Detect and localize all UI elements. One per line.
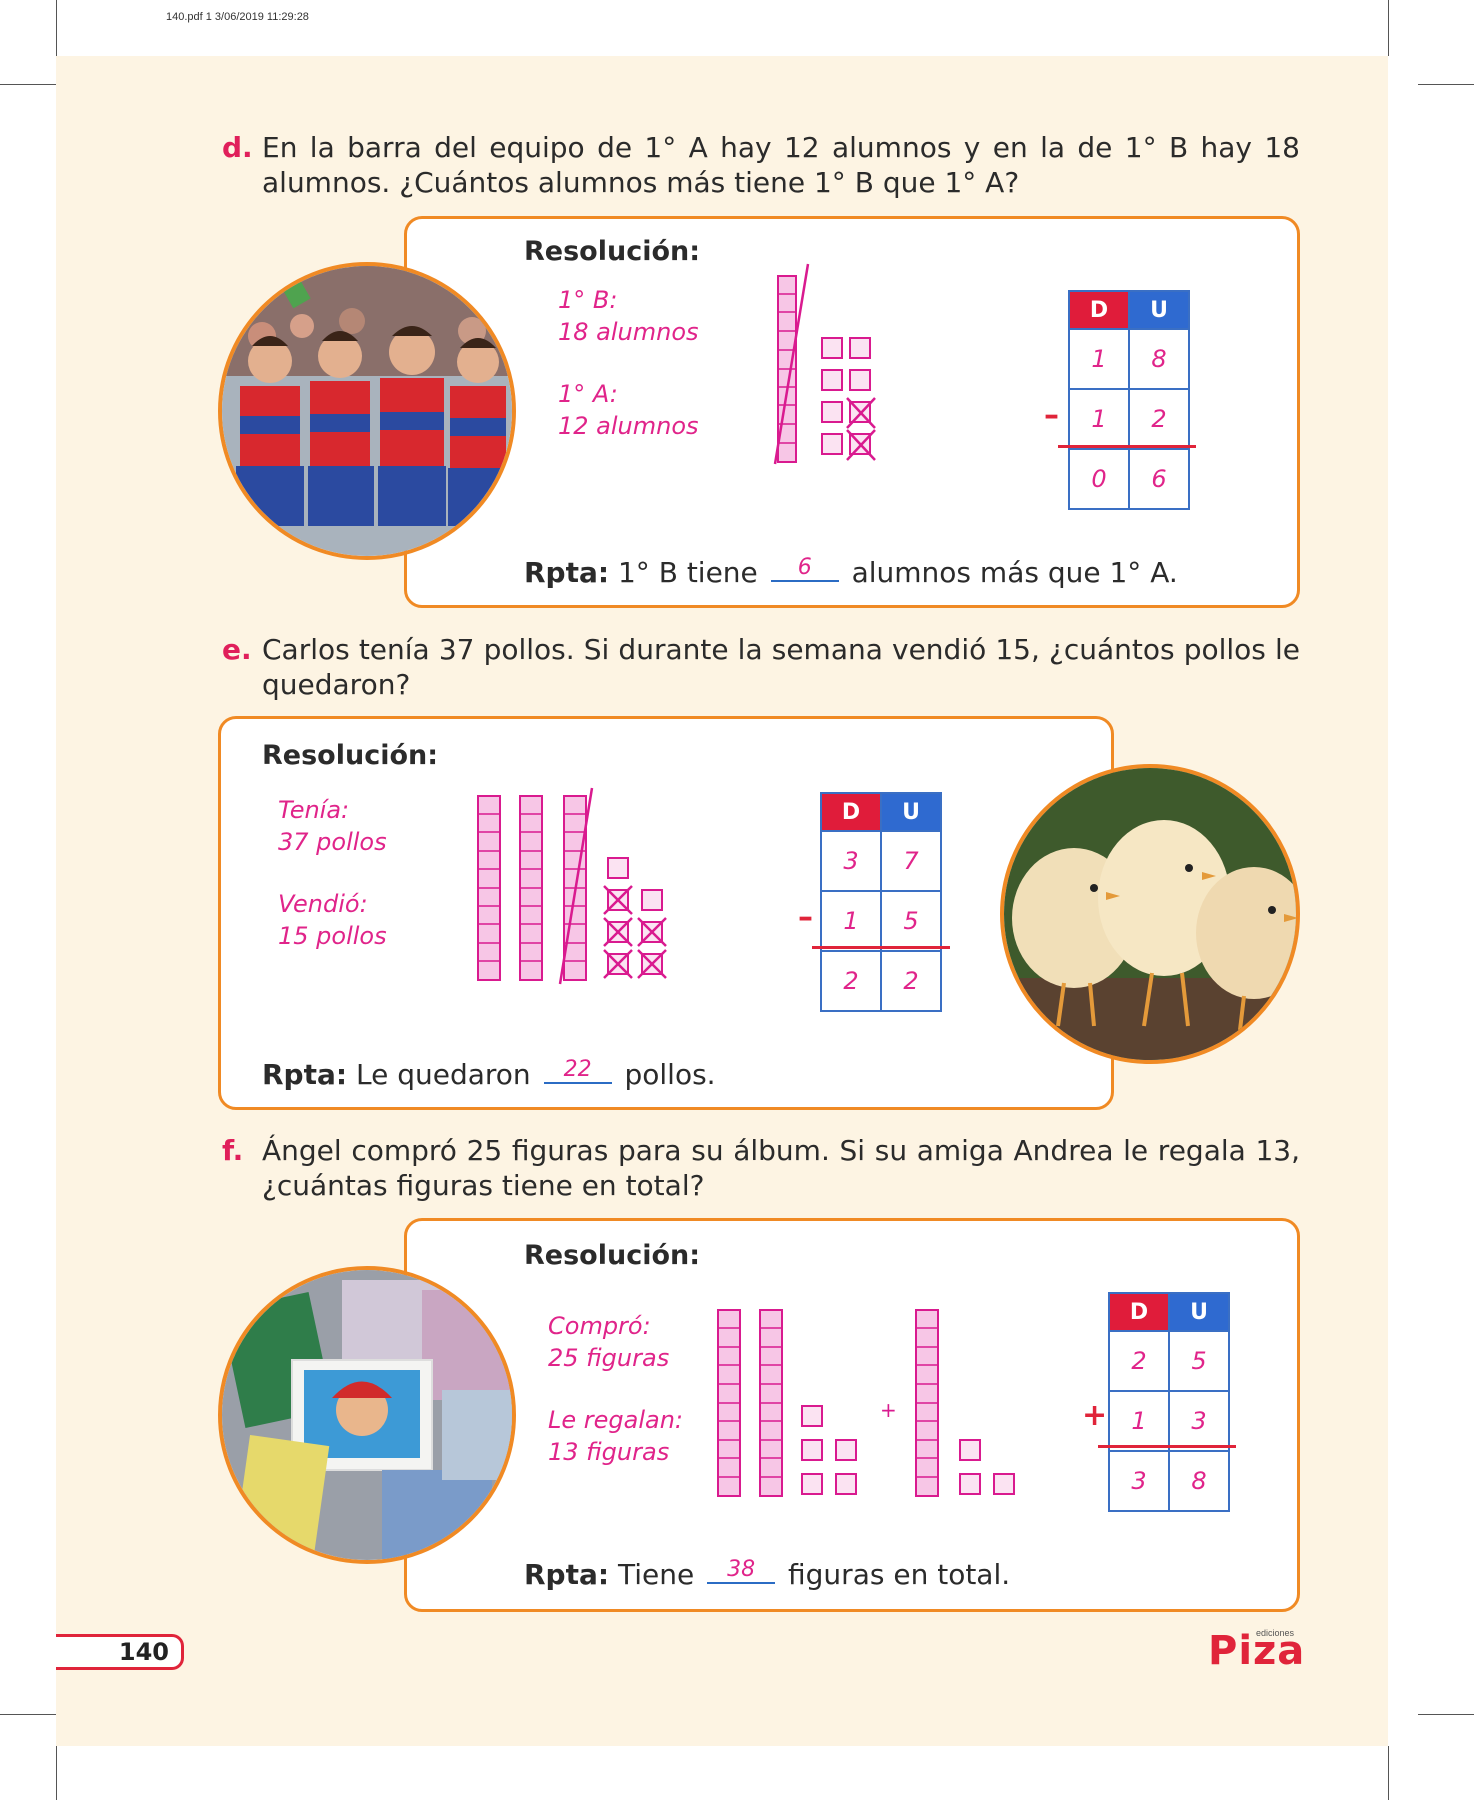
answer-blank: 6 [770,556,839,582]
table-cell: 1 [1108,1390,1170,1452]
table-cell: 2 [880,950,942,1012]
table-cell: 2 [1108,1330,1170,1392]
crop-mark [0,1714,56,1715]
data-line: Compró: [548,1312,651,1340]
data-line: Tenía: [278,796,350,824]
problem-f: f. Ángel compró 25 figuras para su álbum… [222,1133,1300,1203]
children-photo [218,262,516,560]
crop-mark [1388,1746,1389,1800]
tens-header: D [1108,1292,1170,1332]
resolution-box-e [218,716,1114,1110]
problem-e: e. Carlos tenía 37 pollos. Si durante la… [222,632,1300,702]
answer-label: Rpta: [262,1058,348,1091]
stickers-photo [218,1266,516,1564]
data-line: 1° A: [558,380,618,408]
tens-header: D [1068,290,1130,330]
table-cell: 7 [880,830,942,892]
crop-mark [56,1746,57,1800]
table-cell: 1 [1068,388,1130,450]
tens-header: D [820,792,882,832]
units-header: U [1128,290,1190,330]
table-cell: 3 [1108,1450,1170,1512]
problem-text: En la barra del equipo de 1° A hay 12 al… [262,131,1300,199]
answer-text: alumnos más que 1° A. [842,556,1178,589]
answer-label: Rpta: [524,1558,610,1591]
table-cell: 3 [1168,1390,1230,1452]
data-line: 18 alumnos [558,318,699,346]
data-line: Vendió: [278,890,368,918]
answer-line: Rpta: 1° B tiene 6 alumnos más que 1° A. [524,556,1178,590]
data-line: 12 alumnos [558,412,699,440]
logo-caption: ediciones [1256,1628,1295,1638]
minus-sign: – [1044,398,1059,433]
table-cell: 3 [820,830,882,892]
units-header: U [880,792,942,832]
table-cell: 5 [1168,1330,1230,1392]
base-ten-rods [717,1309,939,1497]
table-cell: 1 [820,890,882,952]
data-line: 37 pollos [278,828,387,856]
table-cell: 2 [820,950,882,1012]
answer-line: Rpta: Le quedaron 22 pollos. [262,1058,716,1092]
answer-text: Tiene [609,1558,704,1591]
table-cell: 2 [1128,388,1190,450]
chicks-photo-icon [1004,768,1296,1060]
problem-letter: d. [222,131,253,164]
print-stamp: 140.pdf 1 3/06/2019 11:29:28 [166,11,309,23]
units-header: U [1168,1292,1230,1332]
table-cell: 5 [880,890,942,952]
data-line: 15 pollos [278,922,387,950]
answer-text: 1° B tiene [609,556,767,589]
problem-letter: f. [222,1134,244,1167]
crop-mark [56,0,57,56]
data-line: 25 figuras [548,1344,670,1372]
table-cell: 0 [1068,448,1130,510]
data-line: 13 figuras [548,1438,670,1466]
minus-sign: – [798,900,813,935]
answer-line: Rpta: Tiene 38 figuras en total. [524,1558,1011,1592]
page-number: 140 [56,1634,184,1670]
plus-sign: + [880,1398,897,1422]
crop-mark [0,84,56,85]
crop-mark [1388,0,1389,56]
table-cell: 1 [1068,328,1130,390]
children-photo-icon [222,266,512,556]
answer-text: pollos. [615,1058,716,1091]
problem-text: Ángel compró 25 figuras para su álbum. S… [262,1134,1300,1202]
answer-blank: 22 [543,1058,612,1084]
table-cell: 8 [1128,328,1190,390]
problem-text: Carlos tenía 37 pollos. Si durante la se… [262,633,1300,701]
chicks-photo [1000,764,1300,1064]
sum-line [812,946,950,949]
sum-line [1058,445,1196,448]
answer-blank: 38 [707,1558,776,1584]
answer-label: Rpta: [524,556,610,589]
answer-text: Le quedaron [347,1058,540,1091]
resolution-title: Resolución: [524,1240,701,1271]
data-line: 1° B: [558,286,618,314]
answer-text: figuras en total. [779,1558,1011,1591]
unit-cubes [801,1405,1015,1495]
resolution-title: Resolución: [524,236,701,267]
data-line: Le regalan: [548,1406,684,1434]
sum-line [1098,1445,1236,1448]
publisher-logo: Piza [1208,1628,1306,1674]
table-cell: 6 [1128,448,1190,510]
crop-mark [1418,84,1474,85]
plus-operator: + [1082,1398,1108,1433]
crop-mark [1418,1714,1474,1715]
problem-d: d. En la barra del equipo de 1° A hay 12… [222,130,1300,200]
table-cell: 8 [1168,1450,1230,1512]
problem-letter: e. [222,633,252,666]
resolution-title: Resolución: [262,740,439,771]
